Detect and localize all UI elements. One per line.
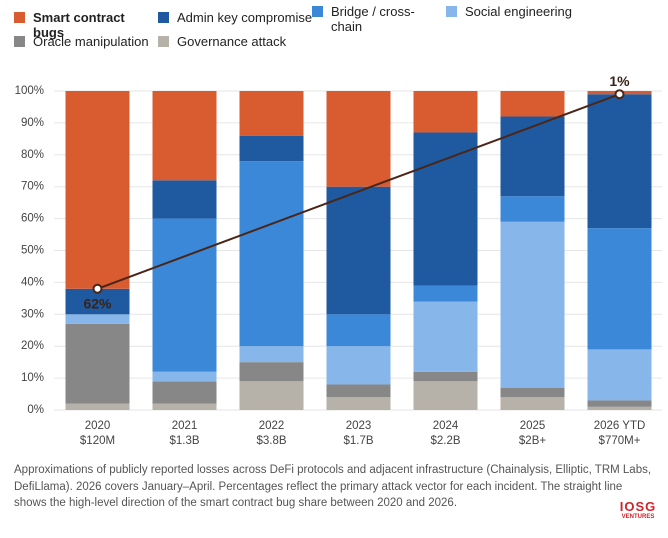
- x-tick-sublabel: $1.7B: [343, 435, 373, 447]
- bar-segment: [326, 384, 391, 398]
- bar-segment: [65, 403, 130, 410]
- x-tick-sublabel: $2B+: [519, 435, 546, 447]
- bar-segment: [152, 371, 217, 382]
- trend-point: [614, 89, 625, 100]
- legend-item: Bridge / cross-chain: [312, 4, 441, 34]
- bar-segment: [152, 403, 217, 410]
- legend-swatch: [158, 12, 169, 23]
- bar-segment: [326, 314, 391, 347]
- legend-item: Governance attack: [158, 34, 286, 49]
- bar-segment: [152, 91, 217, 181]
- legend-label: Oracle manipulation: [33, 34, 149, 49]
- legend-swatch: [14, 36, 25, 47]
- bar-segment: [326, 346, 391, 385]
- x-tick-sublabel: $770M+: [599, 435, 641, 447]
- legend-label: Governance attack: [177, 34, 287, 49]
- bar-segment: [239, 346, 304, 363]
- x-tick-label: 2024: [433, 420, 459, 432]
- x-tick-label: 2026 YTD: [594, 420, 646, 432]
- trend-line: [97, 93, 620, 290]
- bar-segment: [413, 91, 478, 133]
- y-tick-label: 70%: [21, 181, 44, 193]
- bar-segment: [65, 91, 130, 289]
- bar-segment: [413, 371, 478, 382]
- legend-swatch: [14, 12, 25, 23]
- legend-item: Oracle manipulation: [14, 34, 149, 49]
- bar-segment: [65, 323, 130, 404]
- legend-label: Admin key compromise: [177, 10, 313, 25]
- x-tick-sublabel: $120M: [80, 435, 115, 447]
- legend-label: Smart contract bugs: [33, 10, 125, 40]
- legend-swatch: [446, 6, 457, 17]
- bar-segment: [326, 186, 391, 315]
- trend-label: 62%: [83, 295, 112, 311]
- trend-label: 1%: [609, 73, 630, 89]
- logo-text: IOSG: [619, 499, 657, 514]
- legend-label: Social engineering: [465, 4, 572, 19]
- bar-segment: [587, 400, 652, 407]
- bar-segment: [413, 301, 478, 372]
- legend-label: Bridge / cross-chain: [331, 4, 415, 34]
- bar-segment: [413, 132, 478, 286]
- bar-segment: [239, 135, 304, 162]
- bar-segment: [587, 94, 652, 229]
- legend-item: Social engineering: [446, 4, 572, 19]
- logo-sub: VENTURES: [621, 514, 655, 520]
- y-tick-label: 10%: [21, 372, 44, 384]
- bar-segment: [500, 91, 565, 117]
- bar-segment: [500, 387, 565, 398]
- legend: Smart contract bugs Admin key compromise B…: [0, 0, 668, 60]
- legend-item: Admin key compromise: [158, 10, 312, 25]
- x-tick-label: 2021: [172, 420, 198, 432]
- x-tick-label: 2020: [85, 420, 111, 432]
- bar-segment: [413, 381, 478, 410]
- bar-segment: [152, 381, 217, 404]
- bar-segment: [239, 91, 304, 136]
- chart: 0% 10% 20% 30% 40% 50% 60% 70% 80% 90% 100% 2020 $12…: [15, 73, 662, 447]
- bar-segment: [326, 397, 391, 410]
- bar-segment: [152, 180, 217, 219]
- logo: IOSG VENTURES: [614, 500, 662, 521]
- bar-segment: [587, 349, 652, 401]
- legend-swatch: [158, 36, 169, 47]
- x-tick-label: 2023: [346, 420, 372, 432]
- bar-segment: [500, 196, 565, 222]
- y-tick-label: 50%: [21, 245, 44, 257]
- caption: Approximations of publicly reported loss…: [14, 464, 652, 509]
- x-tick-sublabel: $2.2B: [430, 435, 460, 447]
- trend-point: [92, 283, 103, 294]
- y-tick-label: 100%: [15, 85, 44, 97]
- legend-item: Smart contract bugs: [14, 10, 138, 40]
- y-tick-label: 0%: [27, 404, 44, 416]
- x-tick-sublabel: $3.8B: [256, 435, 286, 447]
- y-tick-label: 80%: [21, 149, 44, 161]
- bar-segment: [65, 314, 130, 324]
- bar-segment: [500, 221, 565, 388]
- bar-segment: [239, 161, 304, 347]
- legend-swatch: [312, 6, 323, 17]
- x-tick-label: 2025: [520, 420, 546, 432]
- bar-segment: [239, 362, 304, 382]
- bar-segment: [500, 116, 565, 197]
- y-tick-label: 40%: [21, 276, 44, 288]
- y-tick-label: 30%: [21, 308, 44, 320]
- bar-segment: [152, 218, 217, 372]
- bar-segment: [500, 397, 565, 410]
- x-tick-label: 2022: [259, 420, 285, 432]
- x-tick-sublabel: $1.3B: [169, 435, 199, 447]
- y-tick-label: 60%: [21, 213, 44, 225]
- bar-segment: [413, 285, 478, 302]
- y-tick-label: 20%: [21, 340, 44, 352]
- bar-segment: [587, 228, 652, 350]
- y-tick-label: 90%: [21, 117, 44, 129]
- bar-segment: [239, 381, 304, 410]
- bar-segment: [587, 406, 652, 410]
- bar-segment: [326, 91, 391, 187]
